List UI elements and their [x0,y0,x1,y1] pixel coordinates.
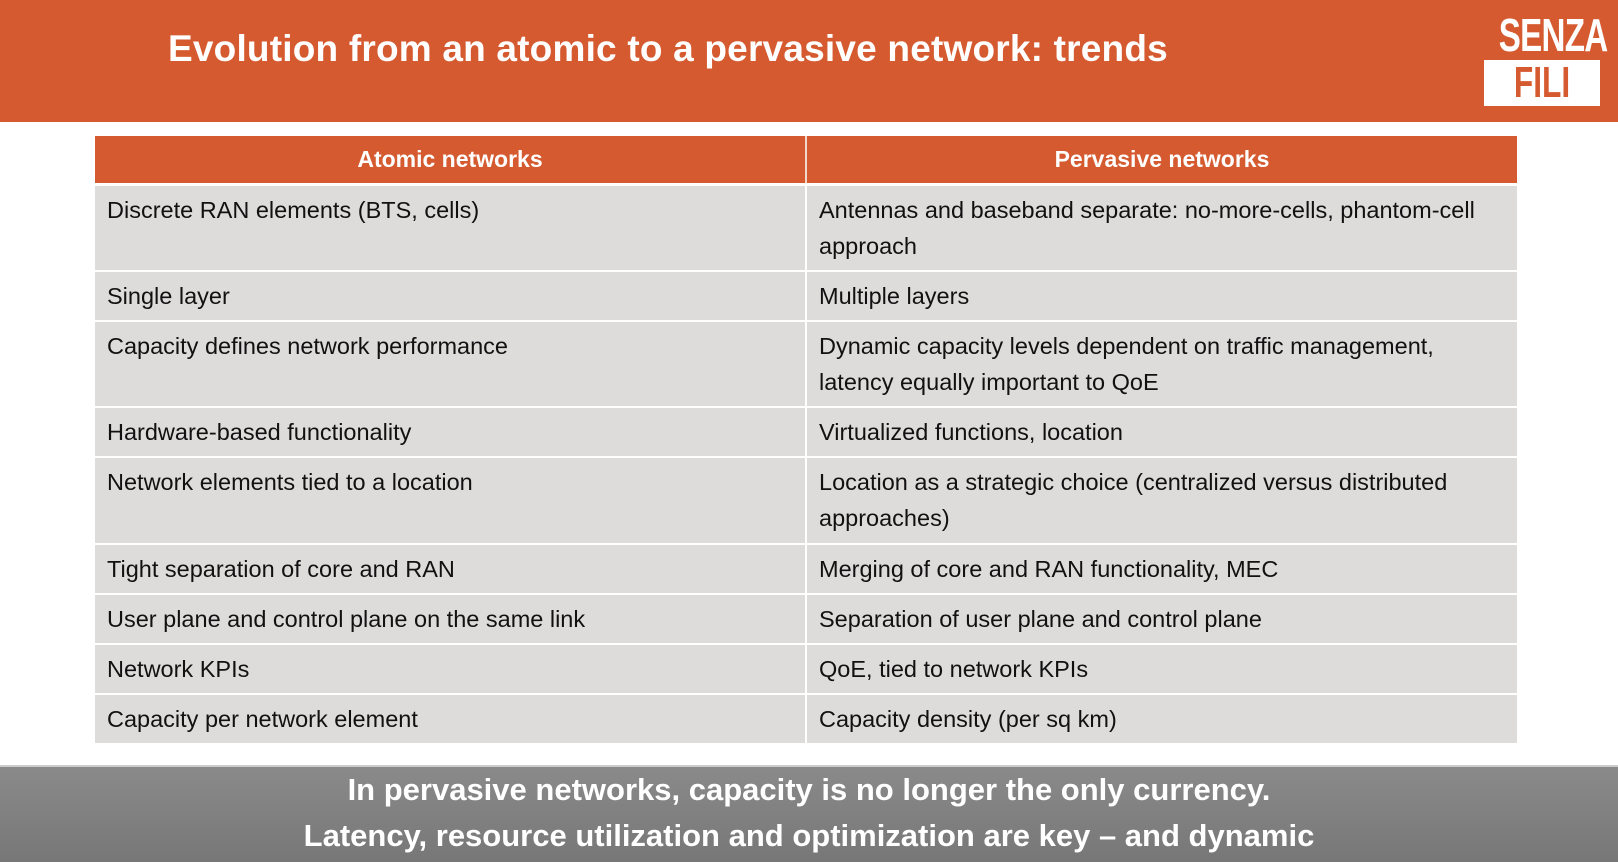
cell-atomic: Single layer [95,271,807,322]
table-row: Network elements tied to a location Locat… [95,457,1517,545]
table-row: Capacity per network element Capacity den… [95,694,1517,745]
cell-pervasive: Separation of user plane and control pla… [806,594,1517,645]
table-row: Network KPIs QoE, tied to network KPIs [95,644,1517,695]
table-row: Single layer Multiple layers [95,271,1517,322]
logo-text-senza: SENZA [1498,9,1608,61]
column-header-atomic: Atomic networks [95,136,807,186]
slide-header: Evolution from an atomic to a pervasive … [0,0,1618,122]
cell-atomic: Tight separation of core and RAN [95,544,807,595]
comparison-table: Atomic networks Pervasive networks Discr… [95,136,1517,745]
cell-atomic: Network elements tied to a location [95,457,807,545]
cell-atomic: Discrete RAN elements (BTS, cells) [95,184,807,272]
caption-line-1: In pervasive networks, capacity is no lo… [347,772,1271,807]
caption-banner: In pervasive networks, capacity is no lo… [0,765,1618,862]
table-row: Capacity defines network performance Dyna… [95,321,1517,408]
cell-pervasive: Merging of core and RAN functionality, M… [806,544,1517,595]
cell-pervasive: QoE, tied to network KPIs [806,644,1517,695]
table-row: Discrete RAN elements (BTS, cells) Antenn… [95,184,1517,272]
cell-pervasive: Antennas and baseband separate: no-more-… [806,184,1517,272]
cell-atomic: Network KPIs [95,644,807,695]
cell-atomic: User plane and control plane on the same… [95,594,807,645]
column-header-pervasive: Pervasive networks [806,136,1517,186]
caption-line-2: Latency, resource utilization and optimi… [303,818,1315,853]
cell-atomic: Capacity defines network performance [95,321,807,408]
cell-pervasive: Virtualized functions, location [806,407,1517,458]
logo-text-fili: FILI [1513,58,1571,107]
table-header-row: Atomic networks Pervasive networks [95,136,1517,186]
senza-fili-logo: SENZA FILI [1482,9,1608,107]
table-row: Hardware-based functionality Virtualized … [95,407,1517,458]
cell-atomic: Capacity per network element [95,694,807,745]
cell-pervasive: Capacity density (per sq km) [806,694,1517,745]
slide-title: Evolution from an atomic to a pervasive … [168,28,1168,69]
cell-pervasive: Dynamic capacity levels dependent on tra… [806,321,1517,408]
cell-atomic: Hardware-based functionality [95,407,807,458]
cell-pervasive: Location as a strategic choice (centrali… [806,457,1517,545]
cell-pervasive: Multiple layers [806,271,1517,322]
table-row: Tight separation of core and RAN Merging … [95,544,1517,595]
table-row: User plane and control plane on the same… [95,594,1517,645]
